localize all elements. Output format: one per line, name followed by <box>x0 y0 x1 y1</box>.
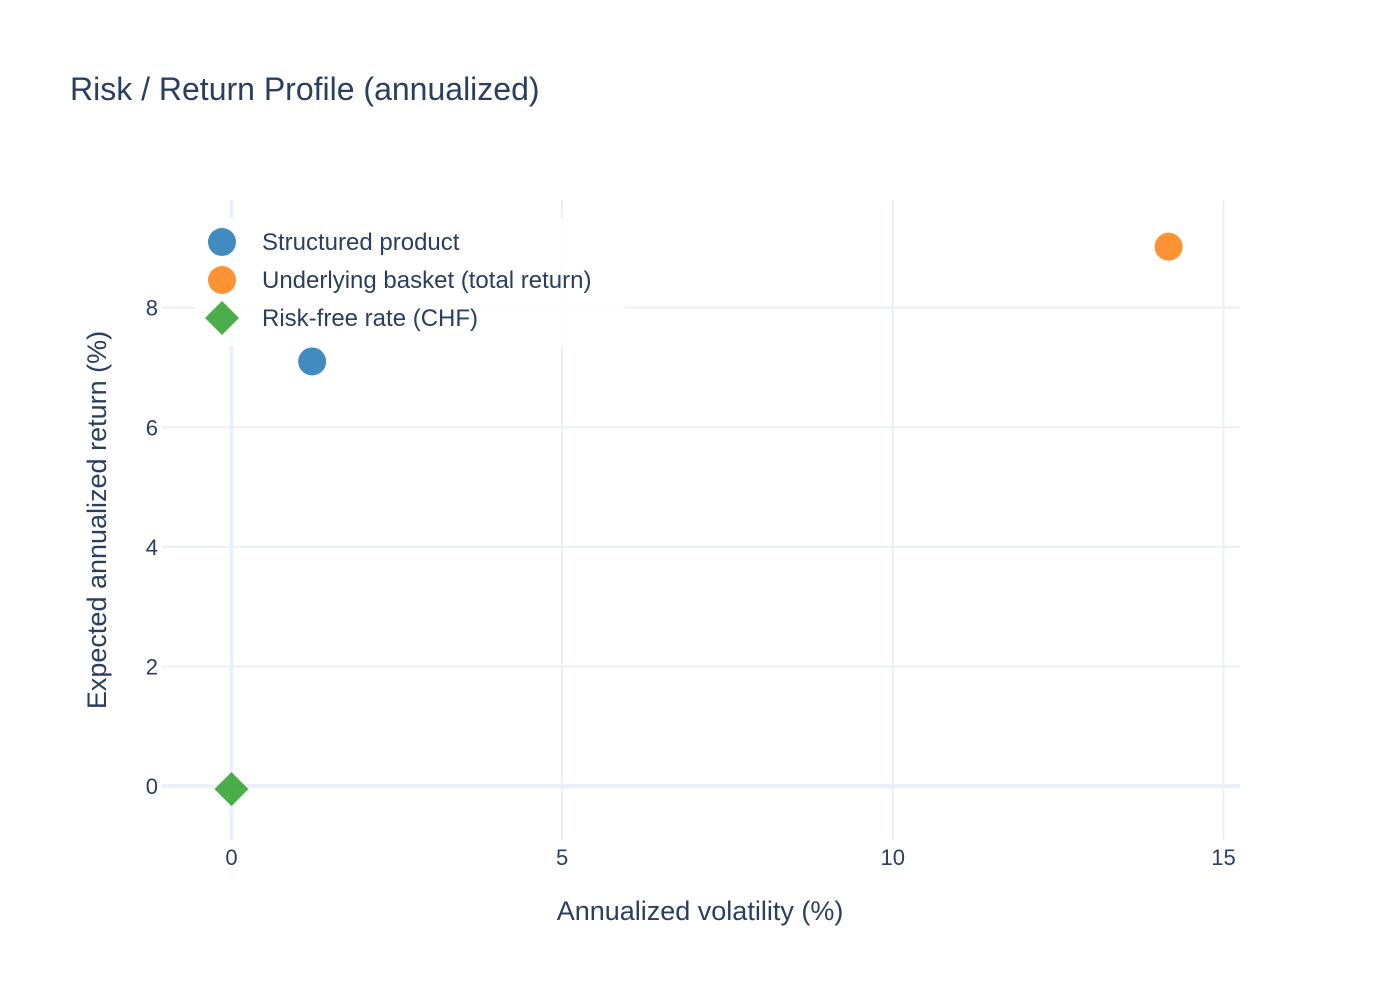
legend[interactable]: Structured product Underlying basket (tot… <box>195 218 625 346</box>
x-tick-label: 15 <box>1211 845 1235 870</box>
x-tick-label: 0 <box>225 845 237 870</box>
legend-marker[interactable] <box>208 266 236 294</box>
legend-label[interactable]: Structured product <box>262 229 460 256</box>
x-axis-title: Annualized volatility (%) <box>557 896 844 926</box>
legend-marker[interactable] <box>205 301 239 335</box>
points-layer <box>214 232 1183 807</box>
legend-label[interactable]: Risk-free rate (CHF) <box>262 305 478 332</box>
x-tick-label: 5 <box>556 845 568 870</box>
y-tick-label: 2 <box>146 655 158 680</box>
data-point[interactable] <box>1154 232 1183 261</box>
legend-background <box>195 218 625 346</box>
y-axis-ticks: 0 2 4 6 8 <box>146 296 158 800</box>
legend-marker[interactable] <box>208 228 236 256</box>
y-tick-label: 6 <box>146 415 158 440</box>
x-tick-label: 10 <box>881 845 905 870</box>
legend-label[interactable]: Underlying basket (total return) <box>262 267 591 294</box>
y-tick-label: 0 <box>146 774 158 799</box>
data-point[interactable] <box>298 347 327 376</box>
y-tick-label: 8 <box>146 296 158 321</box>
y-tick-label: 4 <box>146 535 158 560</box>
x-axis-ticks: 0 5 10 15 <box>225 845 1235 870</box>
y-axis-title: Expected annualized return (%) <box>82 331 112 709</box>
data-point[interactable] <box>214 772 249 807</box>
chart-title: Risk / Return Profile (annualized) <box>70 71 540 107</box>
